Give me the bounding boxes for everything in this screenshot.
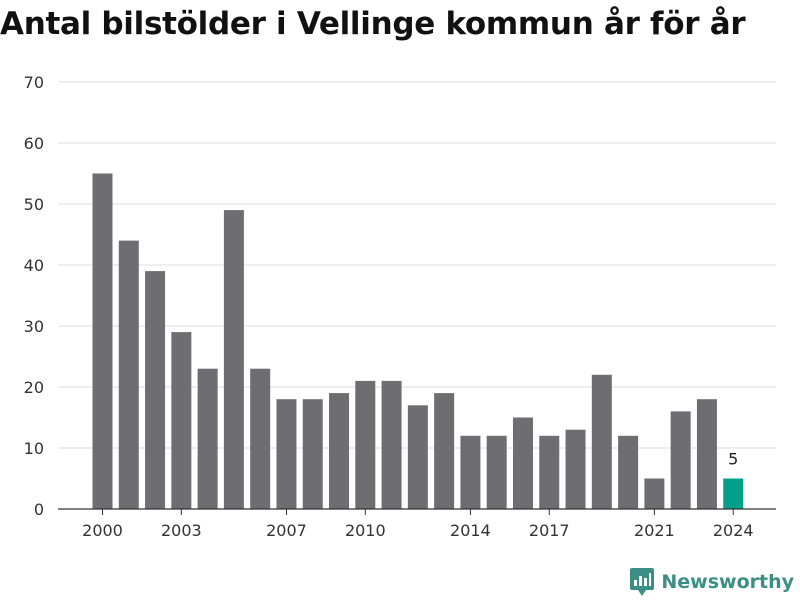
y-tick-label: 60 (24, 134, 44, 153)
bar-2018 (565, 429, 586, 509)
bar-2021 (644, 478, 665, 509)
bar-2003 (171, 332, 192, 509)
data-label: 5 (728, 450, 738, 469)
bar-2012 (407, 405, 428, 509)
x-tick-label: 2007 (266, 521, 307, 540)
newsworthy-icon (630, 568, 655, 596)
y-tick-label: 10 (24, 439, 44, 458)
bar-2011 (381, 380, 402, 509)
bars (92, 173, 744, 509)
x-tick-label: 2000 (82, 521, 123, 540)
y-tick-label: 40 (24, 256, 44, 275)
bar-2000 (92, 173, 113, 509)
y-axis-ticks: 0 10 20 30 40 50 60 70 (24, 73, 44, 519)
x-tick-label: 2014 (450, 521, 491, 540)
brand-name: Newsworthy (661, 571, 794, 593)
bar-2010 (355, 380, 376, 509)
bar-2023 (696, 399, 717, 509)
bar-2007 (276, 399, 297, 509)
y-tick-label: 50 (24, 195, 44, 214)
bar-2022 (670, 411, 691, 509)
bar-2013 (434, 393, 455, 509)
y-tick-label: 0 (34, 500, 44, 519)
bar-2019 (591, 374, 612, 509)
bar-2002 (145, 271, 166, 509)
bar-chart: 0 10 20 30 40 50 60 70 2000 2003 2007 2010 2014 2017… (24, 73, 776, 540)
bar-2017 (539, 435, 560, 509)
chart-title: Antal bilstölder i Vellinge kommun år fö… (0, 6, 746, 42)
y-tick-label: 70 (24, 73, 44, 92)
gridlines (58, 81, 776, 449)
bar-2015 (486, 435, 507, 509)
bar-2009 (329, 393, 350, 509)
bar-2004 (197, 368, 218, 509)
y-tick-label: 30 (24, 317, 44, 336)
x-tick-label: 2010 (345, 521, 386, 540)
bar-2001 (118, 240, 139, 509)
x-tick-label: 2017 (529, 521, 570, 540)
brand-logo: Newsworthy (629, 566, 794, 598)
x-tick-label: 2024 (713, 521, 754, 540)
y-tick-label: 20 (24, 378, 44, 397)
bar-2016 (512, 417, 533, 509)
bar-2020 (618, 435, 639, 509)
x-axis-ticks: 2000 2003 2007 2010 2014 2017 2021 2024 (82, 509, 754, 540)
bar-2006 (250, 368, 271, 509)
bar-2024 (723, 478, 744, 509)
x-tick-label: 2003 (161, 521, 202, 540)
data-labels: 5 (728, 450, 738, 469)
x-tick-label: 2021 (634, 521, 675, 540)
bar-2008 (302, 399, 323, 509)
bar-2005 (223, 210, 244, 509)
bar-2014 (460, 435, 481, 509)
